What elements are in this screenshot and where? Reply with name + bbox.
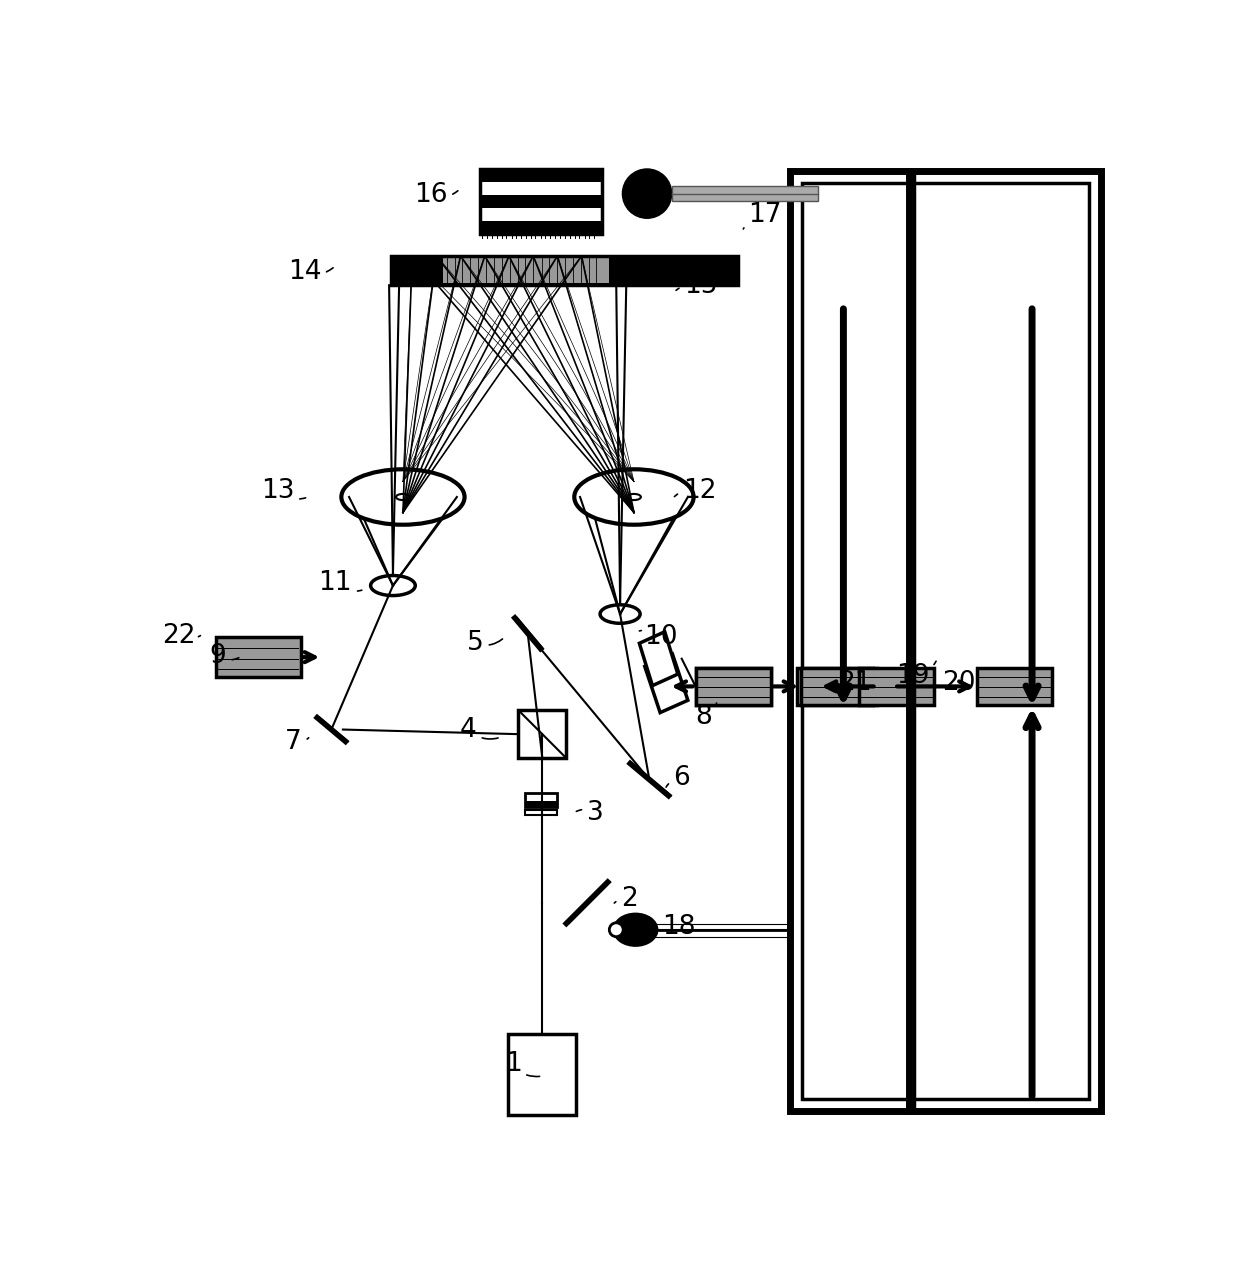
Text: 7: 7 xyxy=(285,729,309,755)
Polygon shape xyxy=(645,654,688,712)
Bar xyxy=(392,256,738,285)
Bar xyxy=(480,220,601,233)
Bar xyxy=(525,811,557,815)
Text: 12: 12 xyxy=(675,478,717,504)
Bar xyxy=(696,668,771,704)
Text: 15: 15 xyxy=(676,272,718,299)
Bar xyxy=(801,668,877,704)
Text: 22: 22 xyxy=(162,622,201,649)
Bar xyxy=(480,169,601,182)
Polygon shape xyxy=(640,632,678,685)
Text: 10: 10 xyxy=(640,625,677,650)
Text: 16: 16 xyxy=(414,182,458,208)
Bar xyxy=(443,258,609,283)
Circle shape xyxy=(622,169,672,218)
Bar xyxy=(525,793,557,807)
Bar xyxy=(797,668,873,704)
Text: 14: 14 xyxy=(288,260,334,285)
Text: 11: 11 xyxy=(319,570,362,597)
Bar xyxy=(392,256,738,285)
Bar xyxy=(790,171,1101,1111)
Bar xyxy=(480,169,601,233)
Bar xyxy=(508,1034,577,1115)
Text: 19: 19 xyxy=(897,661,936,689)
Text: 2: 2 xyxy=(614,886,637,912)
Text: 8: 8 xyxy=(694,703,717,730)
Bar xyxy=(480,208,601,220)
Bar xyxy=(525,801,557,807)
Bar xyxy=(216,637,300,677)
Text: 1: 1 xyxy=(505,1052,539,1077)
Text: 13: 13 xyxy=(260,478,305,504)
Text: 20: 20 xyxy=(934,670,976,697)
Ellipse shape xyxy=(614,915,657,945)
Bar xyxy=(518,711,567,758)
Bar xyxy=(480,195,601,208)
Text: 9: 9 xyxy=(210,644,239,669)
Bar xyxy=(977,668,1052,704)
Text: 17: 17 xyxy=(743,203,781,229)
Text: 6: 6 xyxy=(666,765,691,791)
Bar xyxy=(859,668,934,704)
Bar xyxy=(672,186,818,201)
Text: 21: 21 xyxy=(832,670,872,697)
Ellipse shape xyxy=(609,922,624,936)
Bar xyxy=(696,668,771,704)
Text: 18: 18 xyxy=(657,915,696,940)
Bar xyxy=(480,182,601,195)
Text: 5: 5 xyxy=(467,630,502,656)
Bar xyxy=(802,182,1089,1100)
Text: 3: 3 xyxy=(577,799,604,826)
Text: 4: 4 xyxy=(460,717,498,742)
